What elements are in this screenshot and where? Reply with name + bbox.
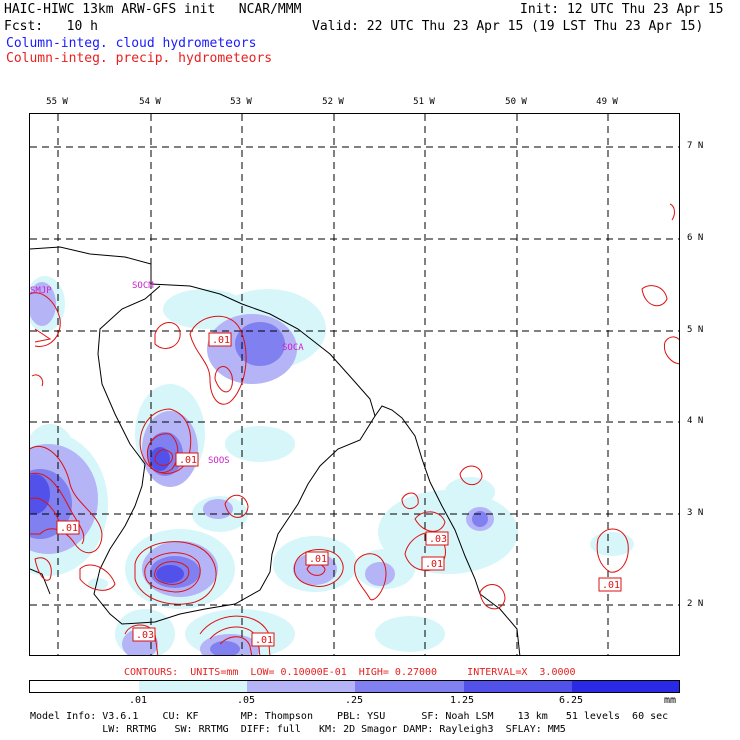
colorbar-segment (247, 681, 355, 692)
model-info-line1: Model Info: V3.6.1 CU: KF MP: Thompson P… (30, 711, 669, 722)
contour-label: .01 (212, 335, 230, 346)
colorbar-segment (464, 681, 572, 692)
contour-label: .03 (136, 630, 154, 641)
station-socm: SOCM (132, 281, 154, 291)
lon-label: 55 W (46, 97, 68, 107)
lon-label: 50 W (505, 97, 527, 107)
lon-label: 49 W (596, 97, 618, 107)
contour-label: .01 (60, 523, 78, 534)
model-info-line2: LW: RRTMG SW: RRTMG DIFF: full KM: 2D Sm… (30, 724, 566, 735)
lat-lon-grid (30, 114, 679, 655)
contour-label: .01 (309, 554, 327, 565)
lat-label: 6 N (687, 233, 704, 243)
colorbar-segment (30, 681, 139, 692)
colorbar-label: 1.25 (449, 695, 475, 706)
colorbar-label: .01 (128, 695, 148, 706)
precip-contours (30, 203, 679, 655)
coastline (30, 246, 521, 655)
colorbar-label: .25 (344, 695, 364, 706)
contour-label: .01 (255, 635, 273, 646)
lat-label: 3 N (687, 508, 704, 518)
cloud-field-title: Column-integ. cloud hydrometeors (6, 36, 257, 51)
colorbar-segment (572, 681, 679, 692)
lon-label: 54 W (139, 97, 161, 107)
colorbar-segment (139, 681, 247, 692)
colorbar-label: .05 (236, 695, 256, 706)
lon-label: 52 W (322, 97, 344, 107)
lon-label: 51 W (413, 97, 435, 107)
station-labels: SMJP SOCM SOCA SOOS (30, 281, 304, 466)
contour-labels: .01 .01 .01 .03 .01 .01 .03 .01 .01 (56, 332, 622, 647)
contour-label: .03 (429, 534, 447, 545)
colorbar (29, 680, 680, 693)
station-smjp: SMJP (30, 286, 52, 296)
lat-label: 7 N (687, 141, 704, 151)
precip-field-title: Column-integ. precip. hydrometeors (6, 51, 273, 66)
map-panel: .01 .01 .01 .03 .01 .01 .03 .01 .01 SMJP… (29, 113, 680, 656)
lat-label: 2 N (687, 599, 704, 609)
contour-label: .01 (602, 580, 620, 591)
lon-label: 53 W (230, 97, 252, 107)
title-line: HAIC-HIWC 13km ARW-GFS init NCAR/MMM (4, 2, 302, 17)
map-canvas: .01 .01 .01 .03 .01 .01 .03 .01 .01 SMJP… (30, 114, 679, 655)
init-time: Init: 12 UTC Thu 23 Apr 15 (520, 2, 724, 17)
colorbar-label: 6.25 (558, 695, 584, 706)
contour-label: .01 (179, 455, 197, 466)
lat-label: 5 N (687, 325, 704, 335)
valid-time: Valid: 22 UTC Thu 23 Apr 15 (19 LST Thu … (312, 19, 704, 34)
forecast-hour: Fcst: 10 h (4, 19, 98, 34)
colorbar-units: mm (663, 695, 677, 706)
lat-label: 4 N (687, 416, 704, 426)
cloud-shading (30, 276, 634, 655)
contour-label: .01 (425, 559, 443, 570)
station-soca: SOCA (282, 343, 304, 353)
colorbar-segment (355, 681, 464, 692)
station-soos: SOOS (208, 456, 230, 466)
contour-info: CONTOURS: UNITS=mm LOW= 0.10000E-01 HIGH… (124, 667, 576, 678)
